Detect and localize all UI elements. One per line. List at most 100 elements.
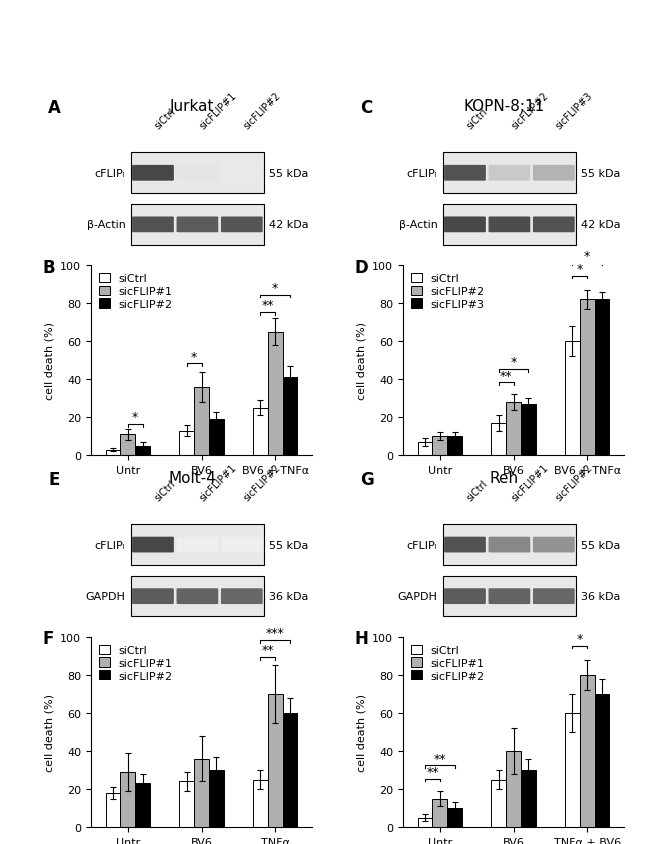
Text: **: ** [261, 299, 274, 311]
Text: β-Actin: β-Actin [398, 220, 437, 230]
FancyBboxPatch shape [444, 537, 486, 553]
FancyBboxPatch shape [132, 165, 174, 181]
Bar [447, 436, 462, 456]
FancyBboxPatch shape [533, 588, 575, 604]
FancyBboxPatch shape [177, 165, 218, 181]
FancyBboxPatch shape [533, 217, 575, 233]
Text: sicFLIP#1: sicFLIP#1 [198, 91, 238, 132]
Text: sicFLIP#2: sicFLIP#2 [242, 462, 283, 503]
Text: *: * [584, 250, 590, 262]
Text: 55 kDa: 55 kDa [269, 169, 309, 179]
Text: A: A [48, 99, 61, 116]
Text: D: D [354, 258, 368, 276]
Bar [418, 818, 432, 827]
FancyBboxPatch shape [444, 588, 486, 604]
Bar [253, 408, 268, 456]
Text: sicFLIP#2: sicFLIP#2 [554, 462, 595, 503]
Text: 55 kDa: 55 kDa [581, 540, 621, 550]
Bar [131, 576, 264, 617]
Bar [447, 809, 462, 827]
Text: siCtrl: siCtrl [465, 478, 490, 503]
Text: *: * [577, 632, 583, 645]
Bar [432, 436, 447, 456]
Text: **: ** [261, 644, 274, 657]
Text: B: B [42, 258, 55, 276]
Text: siCtrl: siCtrl [153, 478, 178, 503]
Bar [194, 759, 209, 827]
FancyBboxPatch shape [444, 217, 486, 233]
Text: GAPDH: GAPDH [398, 592, 437, 602]
Text: 36 kDa: 36 kDa [269, 592, 309, 602]
Text: *: * [272, 282, 278, 295]
FancyBboxPatch shape [533, 165, 575, 181]
Bar [194, 387, 209, 456]
FancyBboxPatch shape [177, 588, 218, 604]
Text: Reh: Reh [489, 470, 519, 485]
Bar [432, 798, 447, 827]
Bar [506, 751, 521, 827]
Text: sicFLIP#1: sicFLIP#1 [510, 463, 550, 503]
Y-axis label: cell death (%): cell death (%) [45, 693, 55, 771]
Text: GAPDH: GAPDH [86, 592, 125, 602]
Bar [580, 300, 595, 456]
Y-axis label: cell death (%): cell death (%) [357, 322, 367, 400]
FancyBboxPatch shape [132, 537, 174, 553]
Text: C: C [360, 99, 372, 116]
Text: *: * [510, 356, 517, 369]
Bar [131, 525, 264, 565]
Text: ***: *** [266, 626, 285, 640]
Bar [283, 713, 297, 827]
Bar [521, 770, 536, 827]
Text: cFLIPₗ: cFLIPₗ [407, 540, 437, 550]
Text: *: * [191, 350, 197, 363]
FancyBboxPatch shape [177, 537, 218, 553]
Text: G: G [360, 470, 374, 488]
FancyBboxPatch shape [489, 165, 530, 181]
FancyBboxPatch shape [132, 588, 174, 604]
Bar [268, 694, 283, 827]
Y-axis label: cell death (%): cell death (%) [45, 322, 55, 400]
Text: cFLIPₗ: cFLIPₗ [95, 169, 125, 179]
FancyBboxPatch shape [177, 217, 218, 233]
Bar [283, 378, 297, 456]
FancyBboxPatch shape [221, 537, 263, 553]
Text: 42 kDa: 42 kDa [581, 220, 621, 230]
Text: cFLIPₗ: cFLIPₗ [95, 540, 125, 550]
FancyBboxPatch shape [489, 537, 530, 553]
Bar [268, 333, 283, 456]
Bar [179, 431, 194, 456]
Bar [253, 780, 268, 827]
Bar [179, 782, 194, 827]
Text: sicFLIP#2: sicFLIP#2 [510, 90, 550, 132]
Text: Jurkat: Jurkat [170, 99, 214, 114]
Text: Molt-4: Molt-4 [168, 470, 216, 485]
Bar [506, 403, 521, 456]
Legend: siCtrl, sicFLIP#2, sicFLIP#3: siCtrl, sicFLIP#2, sicFLIP#3 [409, 272, 487, 311]
Bar [491, 780, 506, 827]
Text: sicFLIP#1: sicFLIP#1 [198, 463, 238, 503]
Text: 36 kDa: 36 kDa [581, 592, 621, 602]
Text: *: * [577, 262, 583, 276]
Bar [580, 675, 595, 827]
Bar [120, 435, 135, 456]
Bar [595, 300, 609, 456]
Bar [131, 205, 264, 246]
FancyBboxPatch shape [221, 217, 263, 233]
Text: cFLIPₗ: cFLIPₗ [407, 169, 437, 179]
Bar [209, 419, 224, 456]
Bar [131, 154, 264, 194]
Bar [565, 342, 580, 456]
Text: **: ** [434, 752, 446, 765]
Text: sicFLIP#3: sicFLIP#3 [554, 91, 595, 132]
Text: β-Actin: β-Actin [86, 220, 125, 230]
Text: F: F [42, 630, 54, 647]
FancyBboxPatch shape [489, 217, 530, 233]
Bar [418, 442, 432, 456]
Bar [443, 205, 576, 246]
FancyBboxPatch shape [533, 537, 575, 553]
Bar [209, 770, 224, 827]
FancyBboxPatch shape [221, 588, 263, 604]
Legend: siCtrl, sicFLIP#1, sicFLIP#2: siCtrl, sicFLIP#1, sicFLIP#2 [409, 643, 487, 683]
Text: sicFLIP#2: sicFLIP#2 [242, 90, 283, 132]
FancyBboxPatch shape [132, 217, 174, 233]
